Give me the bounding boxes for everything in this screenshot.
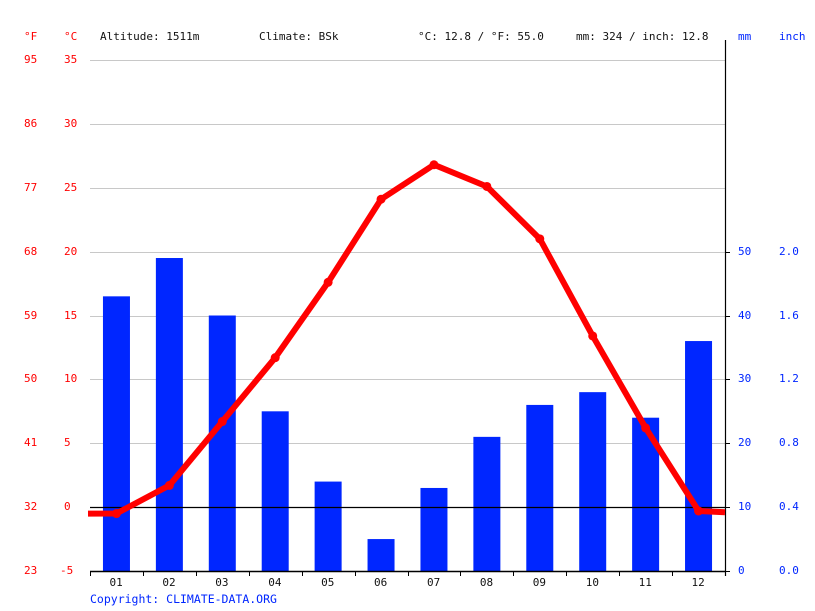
month-label: 04 — [268, 576, 282, 589]
precipitation-bar — [314, 481, 342, 571]
inch-tick-label: 0.8 — [779, 436, 799, 450]
total-precipitation-label: mm: 324 / inch: 12.8 — [576, 30, 709, 43]
fahrenheit-tick-label: 95 — [24, 53, 38, 66]
precipitation-bar — [473, 436, 501, 571]
temperature-point — [588, 331, 598, 341]
copyright-link[interactable]: Copyright: CLIMATE-DATA.ORG — [90, 592, 277, 606]
celsius-tick-label: 20 — [64, 244, 78, 258]
temperature-point — [111, 509, 121, 519]
inch-tick-label: 0.4 — [779, 500, 799, 514]
inch-tick-label: 1.6 — [779, 308, 799, 322]
fahrenheit-tick-label: 32 — [24, 500, 38, 514]
temperature-point — [429, 160, 439, 170]
inch-unit-label: inch — [779, 30, 806, 43]
temperature-point — [694, 506, 704, 516]
temperature-line — [87, 161, 726, 517]
mm-tick-label: 10 — [738, 500, 752, 514]
celsius-tick-label: 25 — [64, 180, 78, 194]
mm-tick-label: 50 — [738, 244, 752, 258]
month-label: 11 — [638, 576, 652, 589]
temperature-point — [376, 194, 386, 204]
month-label: 06 — [374, 576, 388, 589]
celsius-tick-label: 0 — [64, 500, 71, 514]
inch-tick-label: 0.0 — [779, 564, 799, 577]
precipitation-bar — [579, 392, 607, 571]
precipitation-bar — [367, 539, 395, 571]
celsius-tick-label: -5 — [60, 564, 74, 577]
precipitation-bar — [102, 296, 130, 571]
climate-label: Climate: BSk — [259, 30, 339, 43]
fahrenheit-tick-label: 68 — [24, 244, 38, 258]
altitude-label: Altitude: 1511m — [100, 30, 200, 43]
mm-tick-label: 30 — [738, 372, 752, 386]
temperature-point — [164, 480, 174, 490]
temperature-point — [217, 417, 227, 427]
fahrenheit-tick-label: 41 — [24, 436, 38, 450]
celsius-unit-label: °C — [64, 30, 78, 43]
fahrenheit-unit-label: °F — [24, 30, 38, 43]
mm-tick-label: 20 — [738, 436, 752, 450]
mm-tick-label: 40 — [738, 308, 752, 322]
mm-unit-label: mm — [738, 30, 752, 43]
month-label: 03 — [215, 576, 229, 589]
celsius-tick-label: 30 — [64, 116, 78, 130]
fahrenheit-tick-label: 77 — [24, 180, 38, 194]
month-label: 10 — [585, 576, 599, 589]
average-temperature-label: °C: 12.8 / °F: 55.0 — [418, 30, 544, 43]
temperature-point — [535, 234, 545, 244]
inch-tick-label: 2.0 — [779, 244, 799, 258]
precipitation-bar — [526, 404, 554, 571]
precipitation-bar — [685, 341, 713, 571]
fahrenheit-tick-label: 50 — [24, 372, 38, 386]
month-label: 01 — [109, 576, 123, 589]
fahrenheit-tick-label: 23 — [24, 564, 38, 577]
temperature-point — [270, 353, 280, 363]
mm-tick-label: 0 — [738, 564, 745, 577]
celsius-tick-label: 15 — [64, 308, 78, 322]
month-label: 05 — [321, 576, 335, 589]
precipitation-bar — [261, 411, 289, 571]
precipitation-bar — [208, 315, 236, 571]
celsius-tick-label: 35 — [64, 53, 78, 66]
month-label: 09 — [532, 576, 547, 589]
month-label: 07 — [426, 576, 441, 589]
celsius-tick-label: 5 — [64, 436, 71, 450]
temperature-point — [641, 423, 651, 433]
fahrenheit-tick-label: 59 — [24, 308, 38, 322]
month-label: 02 — [162, 576, 176, 589]
temperature-point — [323, 277, 333, 287]
fahrenheit-tick-label: 86 — [24, 116, 38, 130]
month-label: 12 — [691, 576, 705, 589]
precipitation-bar — [155, 258, 183, 571]
temperature-point — [482, 181, 492, 191]
month-label: 08 — [479, 576, 494, 589]
celsius-tick-label: 10 — [64, 372, 78, 386]
precipitation-bar — [420, 487, 448, 571]
inch-tick-label: 1.2 — [779, 372, 799, 386]
